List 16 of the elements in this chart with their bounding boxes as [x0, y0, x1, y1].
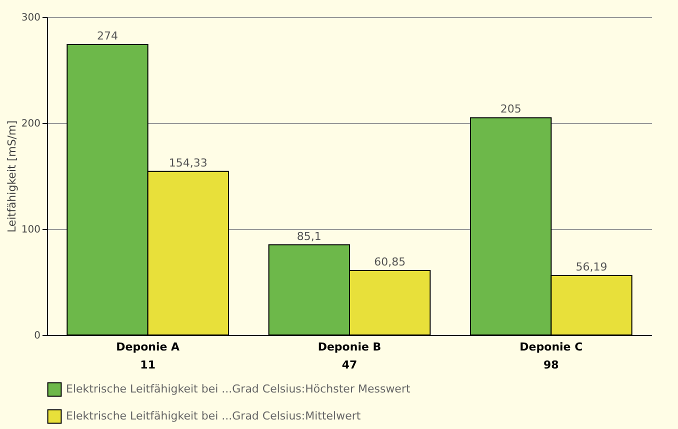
data-label: 60,85 [374, 256, 406, 268]
legend-label: Elektrische Leitfähigkeit bei ...Grad Celsius:Mittelwert [66, 410, 362, 422]
data-label: 85,1 [296, 230, 322, 243]
data-label: 274 [97, 30, 118, 43]
x-tick-label: Deponie C 98 [520, 340, 583, 372]
y-tick-label: 100 [21, 224, 40, 236]
data-label: 56,19 [576, 260, 608, 274]
x-tick-label: Deponie B 47 [318, 340, 382, 372]
y-tick-label: 300 [21, 12, 40, 24]
data-label: 154,33 [168, 156, 208, 170]
y-axis-title: Leitfähigkeit [mS/m] [5, 120, 18, 233]
y-tick-label: 0 [34, 330, 40, 342]
legend-label: Elektrische Leitfähigkeit bei ...Grad Celsius:Höchster Messwert [66, 382, 411, 396]
data-label: 205 [500, 102, 522, 116]
y-tick-label: 200 [21, 118, 40, 130]
x-tick-label: Deponie A 11 [116, 340, 180, 372]
